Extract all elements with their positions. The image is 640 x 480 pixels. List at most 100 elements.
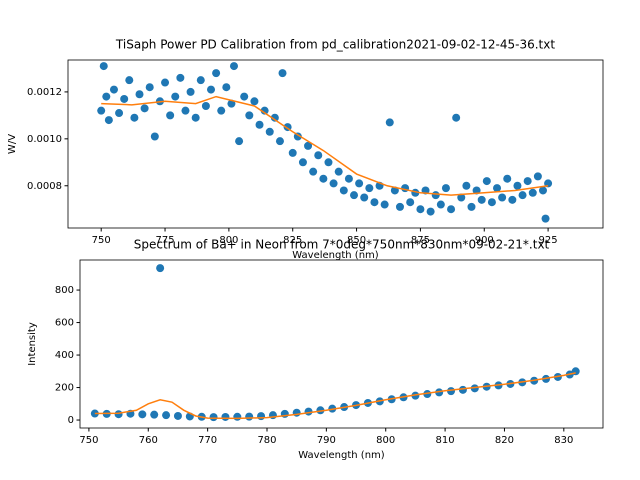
y-tick-label: 400 bbox=[55, 350, 74, 361]
data-point bbox=[212, 69, 221, 78]
y-axis-label: W/V bbox=[7, 134, 18, 154]
data-point bbox=[447, 205, 456, 214]
chart-title: TiSaph Power PD Calibration from pd_cali… bbox=[115, 38, 555, 52]
plot-area bbox=[80, 260, 603, 428]
data-point bbox=[102, 92, 111, 101]
x-tick-label: 810 bbox=[436, 435, 455, 446]
data-point bbox=[435, 388, 444, 397]
data-point bbox=[235, 137, 244, 146]
x-axis-label: Wavelength (nm) bbox=[292, 250, 378, 261]
data-point bbox=[523, 177, 532, 186]
data-point bbox=[431, 191, 440, 200]
data-point bbox=[201, 101, 210, 110]
data-point bbox=[304, 141, 313, 150]
data-point bbox=[288, 148, 297, 157]
data-point bbox=[161, 78, 170, 87]
data-point bbox=[171, 92, 180, 101]
x-tick-label: 750 bbox=[92, 235, 111, 246]
data-point bbox=[265, 127, 274, 136]
axes-frame bbox=[67, 59, 604, 229]
data-point bbox=[298, 158, 307, 167]
data-point bbox=[477, 195, 486, 204]
data-point bbox=[176, 73, 185, 82]
data-point bbox=[145, 83, 154, 92]
data-point bbox=[207, 85, 216, 94]
data-point bbox=[275, 137, 284, 146]
data-point bbox=[227, 99, 236, 108]
data-point bbox=[240, 92, 249, 101]
data-point bbox=[470, 384, 479, 393]
data-point bbox=[487, 198, 496, 207]
x-tick-label: 750 bbox=[79, 435, 98, 446]
data-point bbox=[436, 200, 445, 209]
x-tick-label: 900 bbox=[475, 235, 494, 246]
fit-line bbox=[94, 372, 576, 420]
x-tick-label: 770 bbox=[198, 435, 217, 446]
data-point bbox=[115, 109, 124, 118]
data-point bbox=[150, 132, 159, 141]
plot bbox=[97, 62, 553, 223]
y-tick-label: 600 bbox=[55, 318, 74, 329]
data-point bbox=[314, 151, 323, 160]
data-point bbox=[130, 113, 139, 122]
data-point bbox=[329, 179, 338, 188]
data-point bbox=[423, 390, 432, 399]
data-point bbox=[360, 193, 369, 202]
data-point bbox=[533, 172, 542, 181]
data-point bbox=[255, 120, 264, 129]
x-tick-label: 850 bbox=[347, 235, 366, 246]
data-point bbox=[457, 193, 466, 202]
data-point bbox=[250, 97, 259, 106]
data-point bbox=[462, 181, 471, 190]
data-point bbox=[109, 85, 118, 94]
data-point bbox=[191, 113, 200, 122]
data-point bbox=[245, 111, 254, 120]
data-point bbox=[518, 191, 527, 200]
data-point bbox=[309, 167, 318, 176]
data-point bbox=[156, 264, 165, 273]
data-point bbox=[503, 174, 512, 183]
data-point bbox=[97, 106, 106, 115]
data-point bbox=[498, 193, 507, 202]
x-tick-label: 820 bbox=[495, 435, 514, 446]
data-point bbox=[339, 186, 348, 195]
data-point bbox=[173, 411, 182, 420]
axes-frame bbox=[79, 259, 604, 429]
x-tick-label: 775 bbox=[155, 235, 174, 246]
data-point bbox=[380, 200, 389, 209]
data-point bbox=[186, 87, 195, 96]
x-tick-label: 830 bbox=[554, 435, 573, 446]
data-point bbox=[458, 385, 467, 394]
y-axis-label: Intensity bbox=[27, 322, 38, 366]
data-point bbox=[222, 83, 231, 92]
data-point bbox=[245, 412, 254, 421]
data-point bbox=[166, 111, 175, 120]
data-point bbox=[365, 184, 374, 193]
data-point bbox=[162, 411, 171, 420]
x-tick-label: 790 bbox=[317, 435, 336, 446]
x-tick-label: 760 bbox=[139, 435, 158, 446]
data-point bbox=[229, 62, 238, 71]
data-point bbox=[467, 202, 476, 211]
data-point bbox=[538, 186, 547, 195]
data-point bbox=[319, 174, 328, 183]
data-point bbox=[138, 410, 147, 419]
data-point bbox=[316, 406, 325, 415]
data-point bbox=[120, 94, 129, 103]
data-point bbox=[278, 69, 287, 78]
data-point bbox=[257, 412, 266, 421]
data-point bbox=[426, 207, 435, 216]
data-point bbox=[395, 202, 404, 211]
data-point bbox=[355, 179, 364, 188]
data-point bbox=[508, 195, 517, 204]
data-point bbox=[411, 391, 420, 400]
chart-title: Spectrum of Ba+ in Neon from 7*0deg*750n… bbox=[134, 238, 550, 252]
y-tick-label: 800 bbox=[55, 285, 74, 296]
data-point bbox=[125, 76, 134, 85]
data-point bbox=[196, 76, 205, 85]
x-tick-label: 800 bbox=[219, 235, 238, 246]
data-point bbox=[482, 177, 491, 186]
y-tick-label: 0 bbox=[68, 415, 74, 426]
data-point bbox=[150, 410, 159, 419]
